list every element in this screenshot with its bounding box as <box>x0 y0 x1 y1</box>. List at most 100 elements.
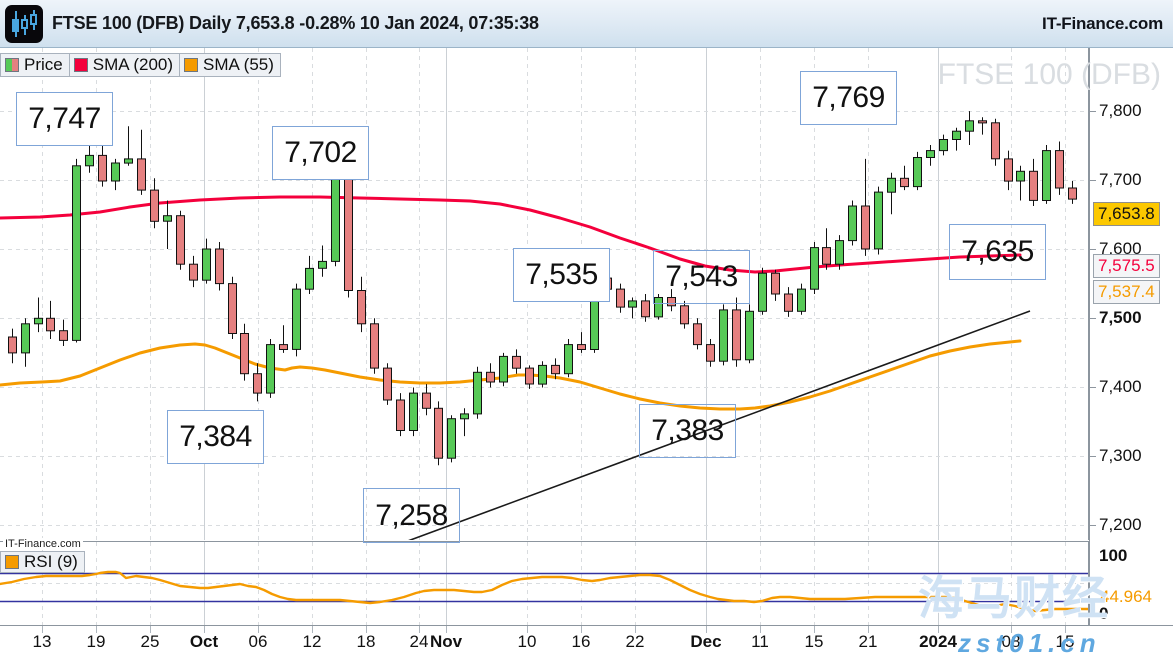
candle-body <box>577 344 586 351</box>
annotation-7702[interactable]: 7,702 <box>272 126 369 180</box>
candle-body <box>771 272 780 295</box>
candle-body <box>874 191 883 250</box>
date-axis-tick <box>419 626 420 633</box>
candle-body <box>616 288 625 308</box>
date-axis-label: 2024 <box>919 632 957 651</box>
annotation-label: 7,384 <box>179 420 252 453</box>
candle-body <box>409 392 418 432</box>
date-axis-tick <box>446 626 447 633</box>
candle-body <box>848 205 857 242</box>
rsi-chart-pane[interactable]: RSI (9) <box>0 541 1089 625</box>
candle-body <box>357 290 366 325</box>
candle-body <box>810 247 819 290</box>
annotation-7258[interactable]: 7,258 <box>363 488 460 543</box>
candle-body <box>85 154 94 167</box>
axis-tick <box>1090 318 1096 319</box>
candle-body <box>719 309 728 362</box>
sma55-swatch-icon <box>184 58 199 72</box>
candle-body <box>654 297 663 318</box>
sma200-swatch-icon <box>73 58 88 72</box>
annotation-7383[interactable]: 7,383 <box>639 404 736 458</box>
rsi-legend: RSI (9) <box>0 551 85 574</box>
candle-body <box>1042 150 1051 201</box>
candle-body <box>434 407 443 459</box>
annotation-7384[interactable]: 7,384 <box>167 410 264 464</box>
candle-body <box>202 248 211 281</box>
candle-body <box>34 317 43 325</box>
axis-label-7300: 7,300 <box>1099 446 1142 465</box>
candle-body <box>344 165 353 291</box>
price-axis[interactable]: 7,800 7,700 7,600 7,500 7,400 7,300 7,20… <box>1089 48 1173 625</box>
annotation-label: 7,535 <box>525 258 598 291</box>
rsi-axis-label-0: 0 <box>1099 604 1109 623</box>
date-axis-tick <box>706 626 707 633</box>
candlestick-logo-icon <box>5 4 43 43</box>
date-axis-tick <box>868 626 869 633</box>
candle-body <box>150 189 159 222</box>
candle-body <box>628 300 637 308</box>
legend-item-sma200[interactable]: SMA (200) <box>68 53 181 77</box>
date-axis-tick <box>1011 626 1012 633</box>
candle-body <box>1016 170 1025 182</box>
candle-body <box>913 157 922 188</box>
date-axis-tick <box>760 626 761 633</box>
axis-label-7700: 7,700 <box>1099 170 1142 189</box>
candle-body <box>900 177 909 188</box>
legend-item-sma55[interactable]: SMA (55) <box>179 53 281 77</box>
candle-body <box>176 215 185 265</box>
sma55-value-badge[interactable]: 7,537.4 <box>1093 280 1160 304</box>
candle-body <box>331 165 340 262</box>
date-axis-label: 15 <box>1055 632 1075 651</box>
axis-tick <box>1090 525 1096 526</box>
date-axis-label: 19 <box>86 632 106 651</box>
date-axis-tick <box>1065 626 1066 633</box>
axis-tick <box>1090 456 1096 457</box>
rsi-line <box>0 570 1088 613</box>
candle-body <box>926 150 935 158</box>
candle-body <box>667 297 676 307</box>
date-axis-label: 10 <box>517 632 537 651</box>
annotation-label: 7,383 <box>651 414 724 447</box>
axis-label-7500: 7,500 <box>1099 308 1142 327</box>
axis-tick <box>1090 180 1096 181</box>
candle-body <box>693 323 702 346</box>
rsi-value-badge[interactable]: 44.964 <box>1100 587 1152 606</box>
brand-label: IT-Finance.com <box>1042 13 1163 33</box>
candle-body <box>758 272 767 312</box>
legend-item-rsi[interactable]: RSI (9) <box>0 551 85 573</box>
annotation-7635[interactable]: 7,635 <box>949 224 1046 280</box>
candle-body <box>305 267 314 290</box>
candle-body <box>21 323 30 354</box>
annotation-7543[interactable]: 7,543 <box>653 250 750 304</box>
annotation-7535[interactable]: 7,535 <box>513 248 610 302</box>
current-price-badge[interactable]: 7,653.8 <box>1093 202 1160 226</box>
annotation-7769[interactable]: 7,769 <box>800 71 897 125</box>
page-title: FTSE 100 (DFB) Daily 7,653.8 -0.28% 10 J… <box>52 13 539 33</box>
candle-body <box>965 120 974 132</box>
date-axis-tick <box>204 626 205 633</box>
candle-body <box>279 344 288 351</box>
legend-item-price[interactable]: Price <box>0 53 70 77</box>
app-header: FTSE 100 (DFB) Daily 7,653.8 -0.28% 10 J… <box>0 0 1173 48</box>
candle-body <box>72 165 81 341</box>
candle-body <box>460 413 469 420</box>
sma200-value-badge[interactable]: 7,575.5 <box>1093 254 1160 278</box>
candle-body <box>861 205 870 250</box>
date-axis-tick <box>635 626 636 633</box>
date-axis-label: 08 <box>1001 632 1021 651</box>
candle-body <box>111 162 120 182</box>
date-axis-label: 13 <box>32 632 52 651</box>
legend-label: SMA (200) <box>92 55 174 74</box>
annotation-7747[interactable]: 7,747 <box>16 92 113 146</box>
axis-label-7200: 7,200 <box>1099 515 1142 534</box>
axis-tick <box>1090 249 1096 250</box>
candle-body <box>978 120 987 124</box>
axis-tick <box>1090 111 1096 112</box>
legend-label: RSI (9) <box>24 552 78 571</box>
date-axis-tick <box>814 626 815 633</box>
candle-body <box>370 323 379 369</box>
date-axis-tick <box>581 626 582 633</box>
candle-body <box>292 288 301 350</box>
date-axis-label: 11 <box>751 632 769 651</box>
date-axis[interactable]: 13 19 25 Oct 06 12 18 24 Nov 10 16 22 Dec 11 15 21 2024 0… <box>0 625 1173 660</box>
